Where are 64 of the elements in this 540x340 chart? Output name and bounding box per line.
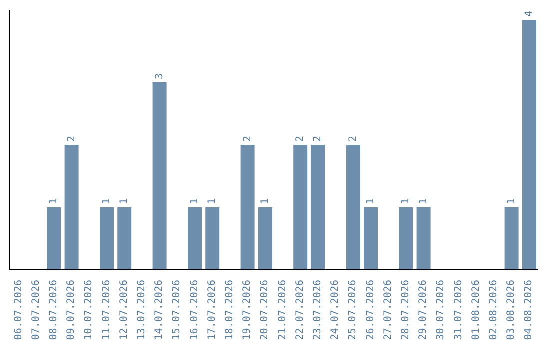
- x-tick-label: 08.07.2026: [48, 280, 60, 340]
- x-tick-label: 02.08.2026: [488, 280, 500, 340]
- data-label: 3: [154, 73, 166, 80]
- data-label: 2: [348, 136, 359, 142]
- x-tick-label: 11.07.2026: [101, 280, 112, 340]
- x-tick-label: 26.07.2026: [365, 280, 376, 340]
- bar: [522, 20, 536, 270]
- data-label: 1: [119, 198, 130, 204]
- x-tick-label: 17.07.2026: [206, 280, 218, 340]
- data-label: 2: [66, 136, 78, 142]
- bar: [364, 208, 378, 270]
- data-label: 4: [524, 10, 535, 17]
- bar: [346, 145, 360, 270]
- x-tick-label: 15.07.2026: [172, 280, 183, 340]
- bar: [399, 208, 414, 270]
- bar: [294, 145, 308, 270]
- bar: [240, 145, 255, 270]
- data-label: 2: [295, 136, 306, 142]
- x-tick-label: 10.07.2026: [84, 280, 95, 340]
- bar: [64, 145, 79, 270]
- x-tick-label: 14.07.2026: [154, 280, 166, 340]
- x-tick-label: 28.07.2026: [400, 280, 412, 340]
- data-label: 1: [48, 198, 60, 204]
- data-label: 1: [418, 198, 430, 204]
- x-tick-label: 07.07.2026: [30, 280, 42, 340]
- x-tick-label: 24.07.2026: [330, 280, 342, 340]
- x-tick-label: 01.08.2026: [470, 280, 482, 340]
- x-tick-label: 03.08.2026: [506, 280, 518, 340]
- x-tick-label: 23.07.2026: [312, 280, 324, 340]
- x-tick-label: 06.07.2026: [13, 280, 24, 340]
- bar: [258, 208, 272, 270]
- bar: [311, 145, 326, 270]
- x-tick-label: 04.08.2026: [524, 280, 535, 340]
- x-tick-label: 25.07.2026: [348, 280, 359, 340]
- x-tick-label: 12.07.2026: [118, 280, 130, 340]
- bar: [188, 208, 202, 270]
- bar: [416, 208, 431, 270]
- data-label: 1: [102, 198, 112, 204]
- data-label: 1: [400, 198, 412, 204]
- data-label: 1: [207, 198, 218, 204]
- bar: [47, 208, 62, 270]
- x-tick-label: 27.07.2026: [382, 280, 394, 340]
- x-tick-label: 31.07.2026: [453, 280, 464, 340]
- bar: [118, 208, 132, 270]
- x-tick-label: 16.07.2026: [189, 280, 200, 340]
- data-label: 1: [260, 198, 271, 204]
- bar: [206, 208, 220, 270]
- x-tick-label: 20.07.2026: [260, 280, 271, 340]
- x-tick-label: 09.07.2026: [66, 280, 78, 340]
- x-tick-label: 13.07.2026: [136, 280, 148, 340]
- x-tick-label: 18.07.2026: [224, 280, 236, 340]
- data-label: 1: [190, 198, 200, 204]
- bar: [100, 208, 114, 270]
- data-label: 1: [506, 198, 518, 204]
- data-label: 2: [312, 136, 324, 142]
- x-tick-label: 30.07.2026: [436, 280, 447, 340]
- x-tick-label: 21.07.2026: [277, 280, 288, 340]
- x-tick-label: 19.07.2026: [242, 280, 254, 340]
- data-label: 2: [242, 136, 254, 142]
- data-label: 1: [366, 198, 376, 204]
- x-tick-label: 22.07.2026: [294, 280, 306, 340]
- bar: [504, 208, 519, 270]
- x-tick-label: 29.07.2026: [418, 280, 430, 340]
- bar: [152, 82, 167, 270]
